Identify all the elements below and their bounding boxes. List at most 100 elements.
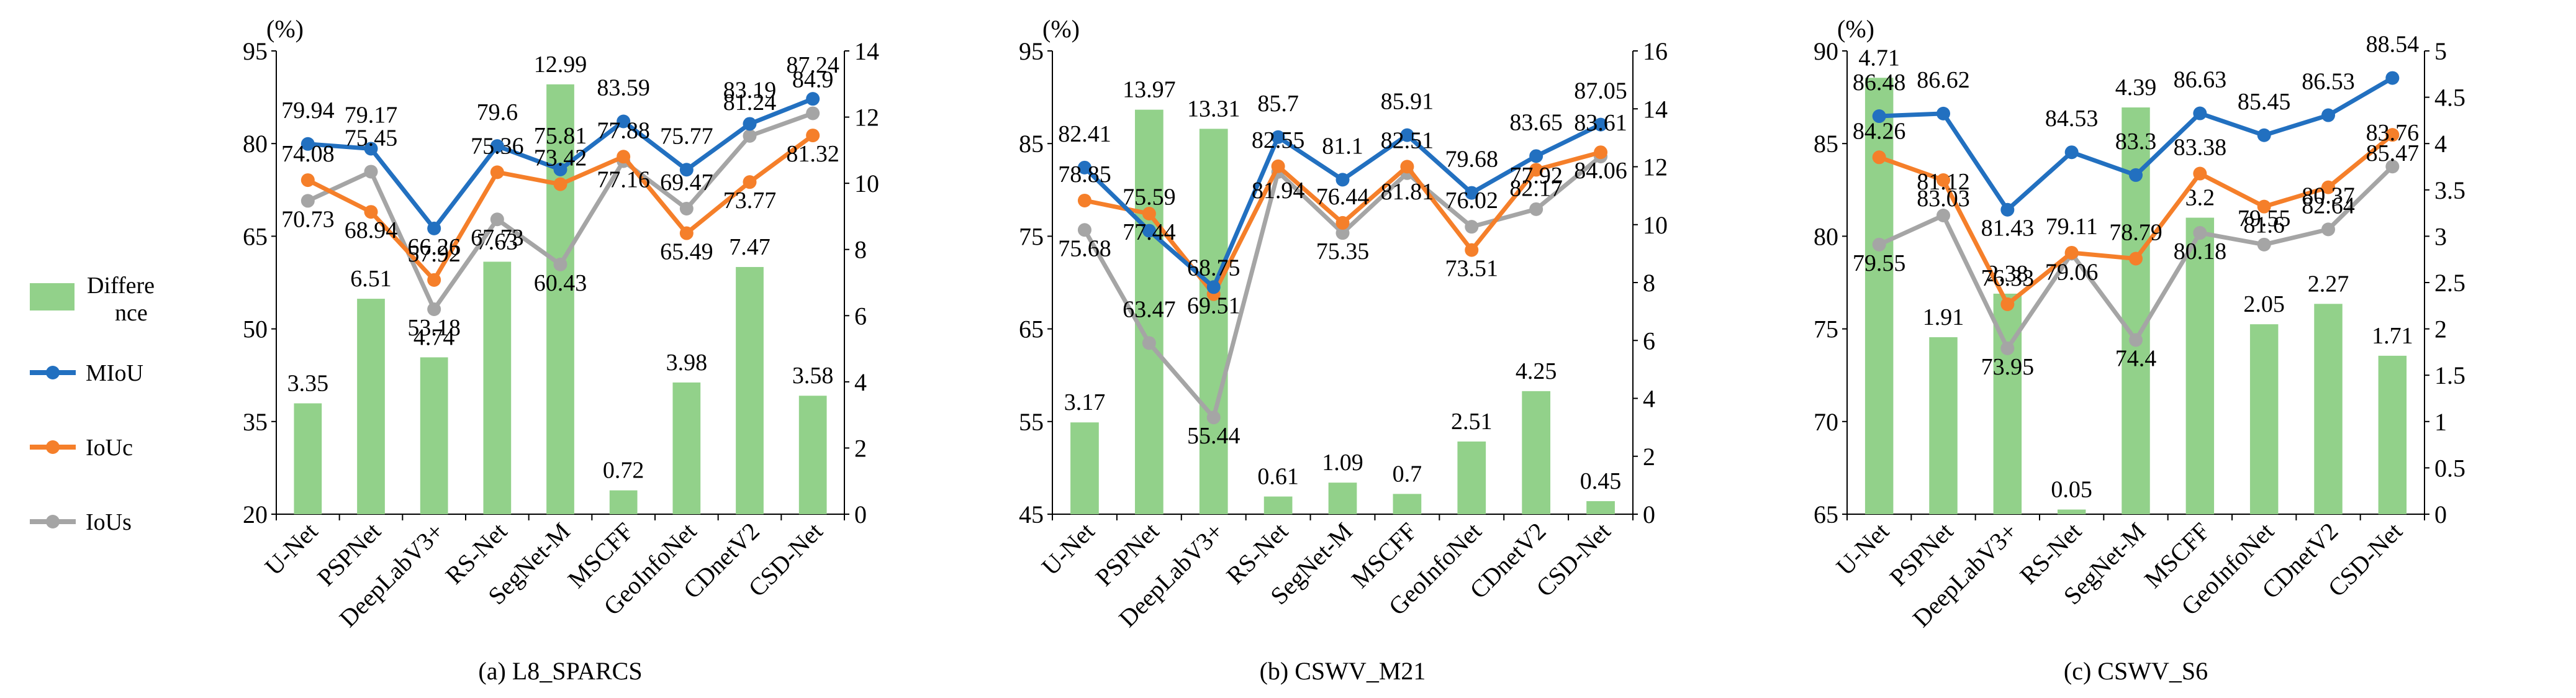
data-label-miou: 86.48 [1853, 70, 1906, 96]
point-miou [2385, 71, 2400, 85]
data-label-iouc: 85.47 [2366, 140, 2420, 166]
data-label-iouc: 65.49 [660, 239, 713, 265]
right-tick-label: 16 [1643, 37, 1668, 65]
right-tick-label: 2 [854, 434, 867, 462]
point-miou [2257, 128, 2271, 142]
legend-marker-ious [46, 515, 60, 528]
legend: Differe nce MIoU IoUc IoUs [30, 273, 155, 535]
point-ious [1077, 223, 1091, 237]
point-ious [1335, 226, 1350, 240]
point-iouc [301, 173, 315, 188]
data-label-ious: 55.44 [1187, 423, 1241, 449]
point-miou [490, 139, 504, 153]
right-tick-label: 5 [2434, 37, 2447, 65]
data-label-miou: 66.26 [407, 234, 461, 260]
data-label-ious: 75.68 [1058, 235, 1111, 261]
left-tick-label: 75 [1814, 315, 1838, 343]
left-unit-label: (%) [1837, 15, 1874, 43]
bar-difference [420, 357, 448, 514]
left-tick-label: 65 [243, 222, 268, 250]
bar-difference [2185, 217, 2215, 514]
data-label-iouc: 77.44 [1123, 219, 1176, 245]
point-ious [743, 129, 757, 143]
point-ious [1142, 336, 1156, 350]
right-tick-label: 4 [854, 368, 867, 396]
point-iouc [1465, 243, 1479, 257]
point-miou [553, 162, 567, 176]
data-label-miou: 75.59 [1123, 184, 1176, 211]
point-miou [1400, 128, 1414, 142]
point-miou [1872, 109, 1886, 124]
left-unit-label: (%) [266, 15, 304, 43]
data-label-miou: 69.51 [1187, 292, 1241, 319]
right-tick-label: 0.5 [2434, 454, 2465, 482]
bar-data-label: 4.74 [414, 324, 455, 350]
data-label-iouc: 73.42 [534, 145, 587, 171]
left-tick-label: 70 [1814, 408, 1838, 436]
bar-data-label: 7.47 [729, 234, 771, 260]
bar-data-label: 12.99 [534, 52, 587, 78]
data-label-miou: 86.63 [2174, 67, 2227, 93]
data-label-iouc: 73.51 [1445, 256, 1499, 282]
data-label-iouc: 79.11 [2046, 214, 2098, 240]
left-tick-label: 50 [243, 315, 268, 343]
bar-difference [1457, 441, 1486, 514]
data-label-ious: 77.92 [1509, 163, 1563, 189]
data-label-miou: 86.53 [2302, 69, 2355, 95]
point-ious [806, 106, 820, 120]
data-label-ious: 74.4 [2115, 346, 2157, 372]
bar-difference [357, 299, 385, 514]
right-tick-label: 0 [1643, 501, 1655, 528]
data-label-miou: 85.7 [1257, 91, 1299, 117]
data-label-ious: 79.55 [2238, 206, 2291, 232]
data-label-ious: 83.61 [1574, 110, 1627, 136]
legend-label-ious: IoUs [86, 509, 132, 535]
point-miou [1465, 186, 1479, 200]
data-label-ious: 75.45 [345, 125, 398, 151]
bar-data-label: 3.58 [792, 363, 834, 389]
data-label-iouc: 82.17 [1509, 175, 1563, 201]
bar-data-label: 4.39 [2115, 75, 2157, 101]
left-tick-label: 85 [1814, 130, 1838, 158]
data-label-miou: 75.81 [534, 123, 587, 149]
bar-difference [2057, 509, 2086, 514]
bar-difference [672, 382, 701, 514]
left-tick-label: 80 [243, 130, 268, 158]
data-label-iouc: 57.92 [407, 241, 461, 267]
point-ious [2385, 160, 2400, 174]
data-label-miou: 81.1 [1322, 133, 1363, 159]
right-tick-label: 8 [854, 236, 867, 264]
data-label-iouc: 77.88 [597, 117, 650, 143]
right-tick-label: 14 [854, 37, 879, 65]
data-label-iouc: 81.6 [2243, 212, 2285, 238]
data-label-miou: 87.05 [1574, 78, 1627, 104]
point-iouc [1271, 159, 1285, 173]
left-tick-label: 95 [1019, 37, 1044, 65]
bar-difference [2314, 304, 2343, 514]
data-label-ious: 63.47 [1123, 296, 1176, 322]
data-label-ious: 81.24 [723, 89, 777, 116]
point-ious [1872, 237, 1886, 252]
bar-data-label: 2.05 [2243, 291, 2285, 317]
left-tick-label: 45 [1019, 501, 1044, 528]
bar-data-label: 0.45 [1580, 468, 1622, 494]
left-tick-label: 65 [1019, 315, 1044, 343]
point-ious [364, 165, 378, 179]
legend-label-difference: Differe nce [87, 273, 155, 326]
left-tick-label: 20 [243, 501, 268, 528]
point-ious [2000, 341, 2015, 355]
left-tick-label: 55 [1019, 408, 1044, 436]
data-label-miou: 75.77 [660, 123, 713, 149]
bar-difference [483, 261, 512, 514]
data-label-miou: 88.54 [2366, 32, 2420, 58]
legend-label-miou: MIoU [86, 360, 143, 386]
point-miou [1271, 130, 1285, 144]
point-iouc [2064, 245, 2079, 260]
data-label-iouc: 76.33 [1981, 265, 2035, 291]
left-tick-label: 75 [1019, 222, 1044, 250]
bar-difference [294, 403, 322, 514]
point-iouc [743, 175, 757, 189]
point-ious [490, 212, 504, 227]
data-label-miou: 81.43 [1981, 215, 2035, 242]
